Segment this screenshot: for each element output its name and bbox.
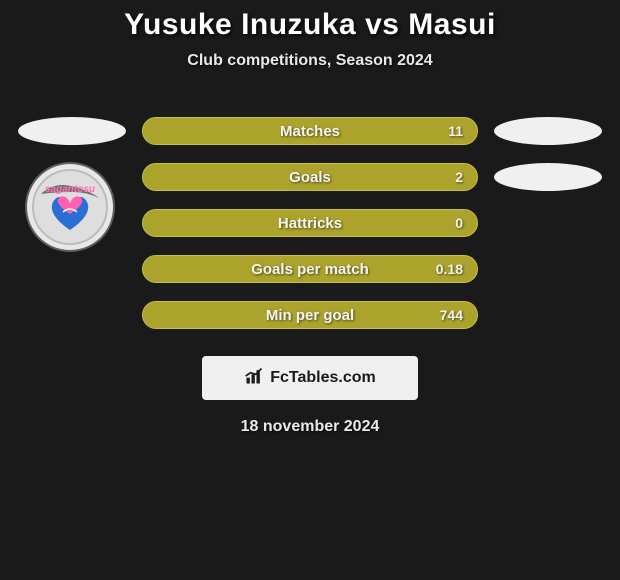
stat-label: Hattricks <box>278 215 342 232</box>
left-slot <box>12 292 132 338</box>
stat-label: Min per goal <box>266 307 354 324</box>
right-slot <box>488 246 608 292</box>
stat-pill: Goals per match 0.18 <box>142 255 478 283</box>
page-title: Yusuke Inuzuka vs Masui <box>0 8 620 42</box>
stat-value: 2 <box>455 169 463 185</box>
right-slot <box>488 292 608 338</box>
brand-text: FcTables.com <box>270 369 376 387</box>
stat-row: Matches 11 <box>0 108 620 154</box>
stat-label: Matches <box>280 123 340 140</box>
stat-value: 11 <box>448 123 463 139</box>
stat-pill: Goals 2 <box>142 163 478 191</box>
stat-pill: Hattricks 0 <box>142 209 478 237</box>
right-slot <box>488 108 608 154</box>
stat-label: Goals <box>289 169 331 186</box>
comparison-card: Yusuke Inuzuka vs Masui Club competition… <box>0 0 620 580</box>
stat-value: 0.18 <box>436 261 463 277</box>
club-badge-left: sagantosu <box>27 164 113 250</box>
stat-value: 744 <box>440 307 463 323</box>
player-ellipse-right <box>494 117 602 145</box>
page-date: 18 november 2024 <box>0 418 620 436</box>
left-slot <box>12 108 132 154</box>
stat-value: 0 <box>455 215 463 231</box>
stat-row: Goals per match 0.18 <box>0 246 620 292</box>
right-slot <box>488 200 608 246</box>
stat-rows: Matches 11 Goals 2 Hattricks 0 <box>0 108 620 338</box>
stat-row: Min per goal 744 <box>0 292 620 338</box>
bar-chart-icon <box>244 366 264 391</box>
svg-text:sagantosu: sagantosu <box>45 184 95 195</box>
stat-pill: Matches 11 <box>142 117 478 145</box>
player-ellipse-right <box>494 163 602 191</box>
stat-pill: Min per goal 744 <box>142 301 478 329</box>
right-slot <box>488 154 608 200</box>
stat-label: Goals per match <box>251 261 369 278</box>
brand-box[interactable]: FcTables.com <box>202 356 418 400</box>
player-ellipse-left <box>18 117 126 145</box>
page-subtitle: Club competitions, Season 2024 <box>0 52 620 70</box>
sagan-tosu-badge-icon: sagantosu <box>31 168 109 246</box>
left-slot <box>12 246 132 292</box>
